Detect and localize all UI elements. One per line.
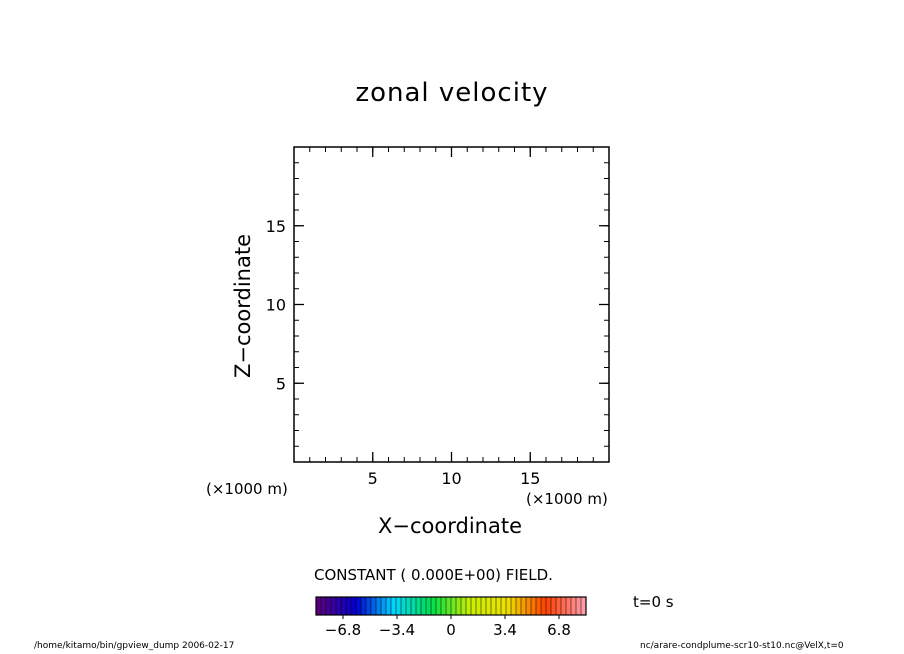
colorbar-cell [491, 597, 497, 615]
colorbar-cell [326, 597, 332, 615]
colorbar-cell [351, 597, 357, 615]
x-tick-label: 5 [368, 469, 378, 488]
colorbar-cell [406, 597, 412, 615]
colorbar-cell [476, 597, 482, 615]
colorbar-cell [471, 597, 477, 615]
colorbar-tick-label: −3.4 [379, 621, 415, 639]
colorbar-cell [371, 597, 377, 615]
colorbar-cell [451, 597, 457, 615]
colorbar-cell [331, 597, 337, 615]
colorbar-cell [316, 597, 322, 615]
footer-left-path: /home/kitamo/bin/gpview_dump 2006-02-17 [34, 641, 235, 651]
colorbar-cell [461, 597, 467, 615]
colorbar-cell [576, 597, 582, 615]
colorbar-cell [466, 597, 472, 615]
colorbar-cell [486, 597, 492, 615]
colorbar-cell [531, 597, 537, 615]
colorbar-cell [426, 597, 432, 615]
colorbar-tick-label: −6.8 [325, 621, 361, 639]
colorbar-cell [456, 597, 462, 615]
colorbar-cell [546, 597, 552, 615]
time-label: t=0 s [633, 593, 674, 611]
colorbar-cell [341, 597, 347, 615]
x-tick-label: 15 [520, 469, 540, 488]
colorbar-cell [521, 597, 527, 615]
colorbar-cell [511, 597, 517, 615]
colorbar-cell [411, 597, 417, 615]
y-tick-label: 5 [276, 374, 286, 393]
colorbar-cell [356, 597, 362, 615]
colorbar-cell [506, 597, 512, 615]
x-tick-label: 10 [441, 469, 461, 488]
colorbar-cell [321, 597, 327, 615]
colorbar-cell [436, 597, 442, 615]
colorbar-cell [381, 597, 387, 615]
y-tick-label: 10 [266, 296, 286, 315]
y-tick-label: 15 [266, 217, 286, 236]
colorbar-cell [431, 597, 437, 615]
colorbar-cell [346, 597, 352, 615]
y-axis-label: Z−coordinate [231, 234, 255, 378]
colorbar-cell [551, 597, 557, 615]
colorbar-tick-label: 3.4 [493, 621, 517, 639]
colorbar-cell [556, 597, 562, 615]
colorbar-cell [496, 597, 502, 615]
colorbar-cell [366, 597, 372, 615]
colorbar-cell [361, 597, 367, 615]
y-axis-unit: (×1000 m) [206, 480, 288, 498]
colorbar-cell [581, 597, 587, 615]
colorbar-cell [376, 597, 382, 615]
x-axis-label: X−coordinate [378, 514, 522, 538]
plot-frame [293, 146, 610, 463]
chart-title: zonal velocity [355, 78, 549, 108]
colorbar-tick-label: 0 [446, 621, 456, 639]
colorbar-cell [391, 597, 397, 615]
colorbar-cell [516, 597, 522, 615]
colorbar-cell [526, 597, 532, 615]
colorbar-title: CONSTANT ( 0.000E+00) FIELD. [314, 566, 553, 584]
footer-right-source: nc/arare-condplume-scr10-st10.nc@VelX,t=… [640, 641, 844, 651]
colorbar-cell [421, 597, 427, 615]
colorbar-cell [336, 597, 342, 615]
colorbar-cell [536, 597, 542, 615]
colorbar-cell [541, 597, 547, 615]
colorbar-cell [501, 597, 507, 615]
colorbar-cell [561, 597, 567, 615]
colorbar-cell [481, 597, 487, 615]
colorbar-tick-label: 6.8 [547, 621, 571, 639]
colorbar-cell [401, 597, 407, 615]
colorbar-cell [441, 597, 447, 615]
colorbar-cell [386, 597, 392, 615]
colorbar-cell [571, 597, 577, 615]
colorbar-cell [566, 597, 572, 615]
colorbar-cell [446, 597, 452, 615]
colorbar-cell [396, 597, 402, 615]
x-axis-unit: (×1000 m) [526, 490, 608, 508]
colorbar-cell [416, 597, 422, 615]
